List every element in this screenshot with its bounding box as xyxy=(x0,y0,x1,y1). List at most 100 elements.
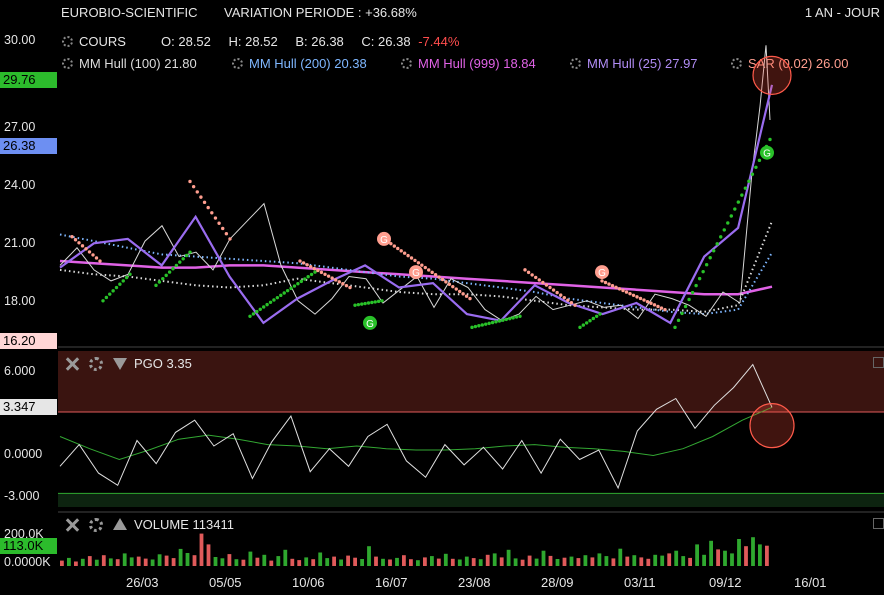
sar-dot xyxy=(80,244,85,248)
sar-dot xyxy=(701,269,705,274)
gear-icon[interactable] xyxy=(232,58,243,69)
volume-bar xyxy=(67,557,71,566)
price-low-badge: 16.20 xyxy=(0,333,57,349)
sar-dot xyxy=(594,314,599,318)
series-price-spike xyxy=(739,45,771,304)
sar-dot xyxy=(511,316,515,320)
volume-bar xyxy=(541,550,546,566)
sar-dot xyxy=(370,300,374,305)
sar-dot xyxy=(607,282,611,286)
sar-dot xyxy=(541,280,545,285)
gear-icon[interactable] xyxy=(401,58,412,69)
sar-dot xyxy=(591,316,596,321)
sar-dot xyxy=(313,270,317,274)
sar-dot xyxy=(430,270,434,275)
legend-cours[interactable]: COURS xyxy=(62,35,126,48)
sar-dot xyxy=(121,279,125,283)
sar-dot xyxy=(272,298,276,302)
gear-icon[interactable] xyxy=(62,58,73,69)
sar-dot xyxy=(697,276,702,281)
volume-bar xyxy=(681,556,686,566)
b-label: B: xyxy=(295,34,308,49)
sar-dot xyxy=(621,288,625,293)
sar-dot xyxy=(584,321,589,325)
volume-value-badge: 113.0K xyxy=(0,538,57,554)
legend-hull999[interactable]: MM Hull (999) 18.84 xyxy=(401,57,536,70)
sar-dot xyxy=(420,263,424,267)
sar-dot xyxy=(334,278,338,282)
gear-icon[interactable] xyxy=(570,58,581,69)
close-icon[interactable] xyxy=(64,517,80,533)
legend-sar[interactable]: SAR (0.02) 26.00 xyxy=(731,57,848,70)
volume-bar xyxy=(758,544,762,566)
sar-dot xyxy=(497,319,502,323)
gear-icon[interactable] xyxy=(89,518,103,532)
volume-bar xyxy=(534,558,539,566)
sar-dot xyxy=(652,303,657,307)
volume-bar xyxy=(688,557,692,566)
legend-hull200[interactable]: MM Hull (200) 20.38 xyxy=(232,57,367,70)
volume-bar xyxy=(374,556,378,566)
sar-dot xyxy=(537,278,541,282)
sar-dot xyxy=(285,288,290,293)
sar-dot xyxy=(444,280,448,284)
arrow-up-icon[interactable] xyxy=(113,518,127,530)
signal-marker-label: G xyxy=(366,319,374,330)
volume-bar xyxy=(737,539,741,566)
volume-bar xyxy=(115,559,120,566)
gear-icon[interactable] xyxy=(731,58,742,69)
sar-dot xyxy=(487,321,491,326)
volume-bar xyxy=(430,556,434,566)
pgo-label: PGO 3.35 xyxy=(134,356,192,371)
volume-bar xyxy=(611,558,616,566)
sar-dot xyxy=(228,237,232,241)
sar-dot xyxy=(380,299,384,303)
arrow-down-icon[interactable] xyxy=(113,358,127,370)
sar-dot xyxy=(299,279,304,284)
volume-bar xyxy=(751,537,755,566)
volume-bar xyxy=(290,558,295,566)
sar-dot xyxy=(523,268,527,272)
close-icon[interactable] xyxy=(64,356,80,372)
sar-dot xyxy=(708,256,712,260)
sar-dot xyxy=(494,320,498,324)
period-selector[interactable]: 1 AN - JOUR xyxy=(804,5,880,20)
sar-dot xyxy=(451,284,455,289)
volume-bar xyxy=(122,553,127,566)
sar-dot xyxy=(305,263,309,267)
sar-dot xyxy=(578,325,582,330)
price-tick-18: 18.00 xyxy=(4,294,36,308)
gear-icon[interactable] xyxy=(89,357,103,371)
volume-bar xyxy=(318,552,323,566)
volume-bar xyxy=(220,558,225,566)
price-tick-27: 27.00 xyxy=(4,120,36,134)
legend-hull100[interactable]: MM Hull (100) 21.80 xyxy=(62,57,197,70)
sar-dot xyxy=(167,270,172,274)
signal-marker xyxy=(409,265,423,280)
legend-hull25[interactable]: MM Hull (25) 27.97 xyxy=(570,57,698,70)
sar-dot xyxy=(157,280,162,284)
pgo-panel-toggle[interactable] xyxy=(873,357,884,368)
volume-bar xyxy=(178,548,183,566)
volume-bar xyxy=(269,560,274,566)
volume-bar xyxy=(101,555,106,566)
sar-dot xyxy=(628,291,632,296)
price-high-badge: 29.76 xyxy=(0,72,57,88)
gear-icon[interactable] xyxy=(62,36,73,47)
volume-bar xyxy=(248,551,253,566)
volume-tick-200k: 200.0K xyxy=(4,527,44,541)
volume-bar xyxy=(325,558,330,566)
sar-dot xyxy=(740,193,744,197)
volume-bar xyxy=(60,560,64,566)
volume-bar xyxy=(597,553,602,566)
volume-bar xyxy=(381,558,385,566)
sar-dot xyxy=(389,241,393,246)
volume-bar xyxy=(716,549,720,566)
volume-panel-toggle[interactable] xyxy=(873,518,884,529)
sar-dot xyxy=(255,309,259,314)
volume-bar xyxy=(171,558,176,566)
sar-dot xyxy=(687,297,691,302)
sar-dot xyxy=(312,266,316,271)
sar-dot xyxy=(683,304,688,309)
